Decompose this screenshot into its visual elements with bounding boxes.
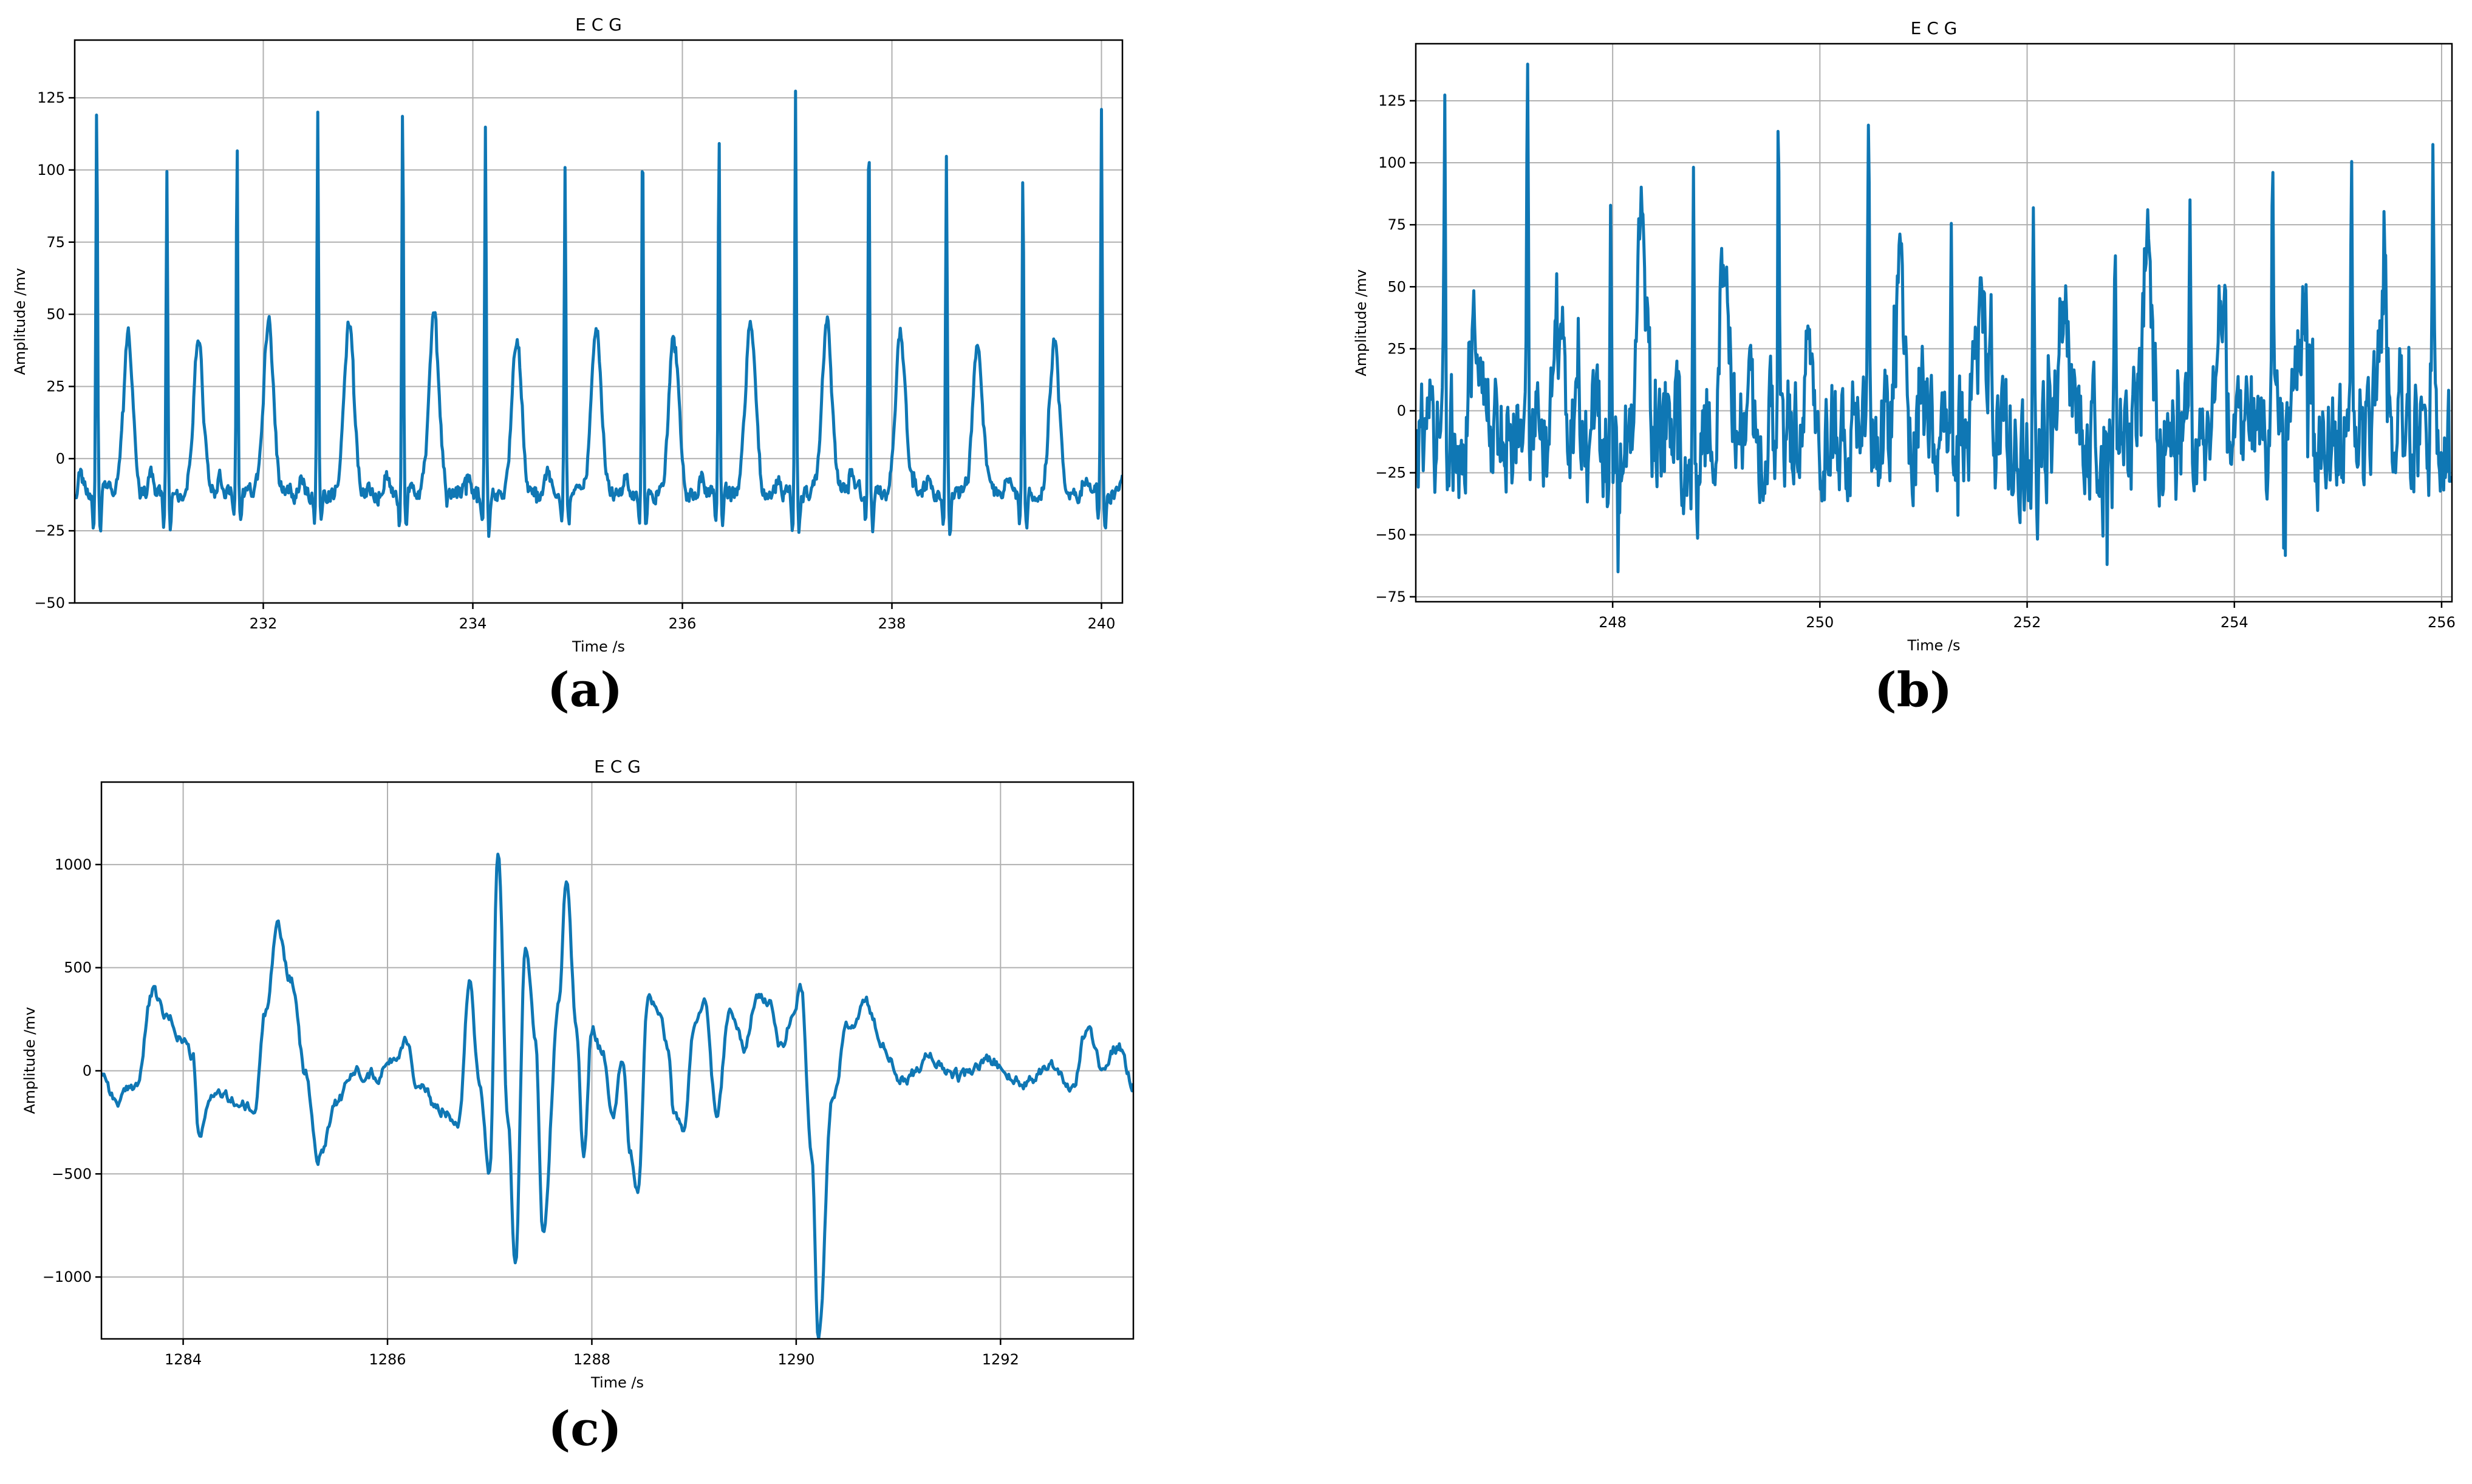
chart-title: E C G (1911, 18, 1958, 38)
y-tick-label: 100 (1378, 154, 1406, 171)
grid (101, 782, 1133, 1339)
y-tick-label: −25 (34, 522, 65, 539)
x-tick-label: 1292 (982, 1351, 1019, 1368)
y-tick-label: 25 (1387, 340, 1406, 357)
panel-label: (a) (547, 662, 623, 718)
y-axis-label: Amplitude /mv (21, 1007, 38, 1114)
y-tick-label: −25 (1375, 465, 1406, 482)
y-tick-label: 1000 (55, 856, 92, 873)
panel-label: (c) (548, 1401, 621, 1457)
x-tick-label: 232 (250, 615, 278, 632)
ecg-panel-2: 248 250 252 254 256 −75 −50 −25 0 25 50 75 100 125 E C… (1353, 18, 2456, 718)
x-tick-label: 256 (2428, 614, 2456, 631)
y-axis-label: Amplitude /mv (12, 268, 29, 375)
y-tick-label: 50 (46, 306, 65, 323)
x-tick-label: 240 (1088, 615, 1116, 632)
x-tick-label: 1288 (573, 1351, 610, 1368)
chart-title: E C G (575, 15, 622, 35)
y-tick-label: 125 (1378, 92, 1406, 109)
y-tick-label: −50 (34, 594, 65, 611)
y-tick-label: 100 (37, 162, 65, 179)
y-axis-label: Amplitude /mv (1353, 269, 1370, 376)
y-tick-label: 75 (46, 234, 65, 251)
y-tick-label: 125 (37, 89, 65, 106)
y-tick-label: 25 (46, 378, 65, 395)
x-tick-label: 248 (1599, 614, 1627, 631)
plot-frame (1415, 43, 2453, 603)
y-tick-label: −500 (52, 1165, 92, 1182)
y-tick-label: −50 (1375, 526, 1406, 543)
ecg-panel-3: 1284 1286 1288 1290 1292 −1000 −500 0 500 1000 E C… (21, 757, 1135, 1457)
x-axis-label: Time /s (572, 638, 625, 655)
ecg-panel-1: 232 234 236 238 240 −50 −25 0 25 50 75 100 125 E C G T… (12, 15, 1124, 718)
ecg-series-line (1416, 63, 2452, 574)
y-tick-label: −75 (1375, 588, 1406, 605)
y-tick-label: 75 (1387, 216, 1406, 233)
chart-title: E C G (594, 757, 641, 777)
x-tick-label: 254 (2221, 614, 2248, 631)
grid (1416, 44, 2452, 602)
x-tick-label: 1286 (369, 1351, 406, 1368)
x-tick-label: 252 (2013, 614, 2041, 631)
plot-frame (73, 39, 1124, 604)
x-axis-label: Time /s (1907, 637, 1961, 654)
y-tick-label: 0 (56, 450, 65, 467)
y-tick-label: 500 (64, 959, 92, 976)
y-tick-label: 0 (1397, 402, 1406, 419)
y-tick-label: 0 (83, 1062, 92, 1079)
y-tick-label: 50 (1387, 278, 1406, 295)
x-axis-label: Time /s (590, 1374, 644, 1391)
x-tick-label: 1290 (777, 1351, 814, 1368)
x-tick-label: 238 (878, 615, 906, 632)
x-tick-label: 1284 (165, 1351, 202, 1368)
x-tick-label: 236 (669, 615, 697, 632)
ecg-series-line (101, 853, 1133, 1339)
x-tick-label: 250 (1806, 614, 1834, 631)
y-tick-label: −1000 (43, 1268, 92, 1285)
grid (75, 40, 1122, 604)
x-tick-label: 234 (459, 615, 487, 632)
ecg-series-line (75, 89, 1122, 538)
panel-label: (b) (1874, 662, 1952, 718)
plot-frame (100, 781, 1135, 1340)
